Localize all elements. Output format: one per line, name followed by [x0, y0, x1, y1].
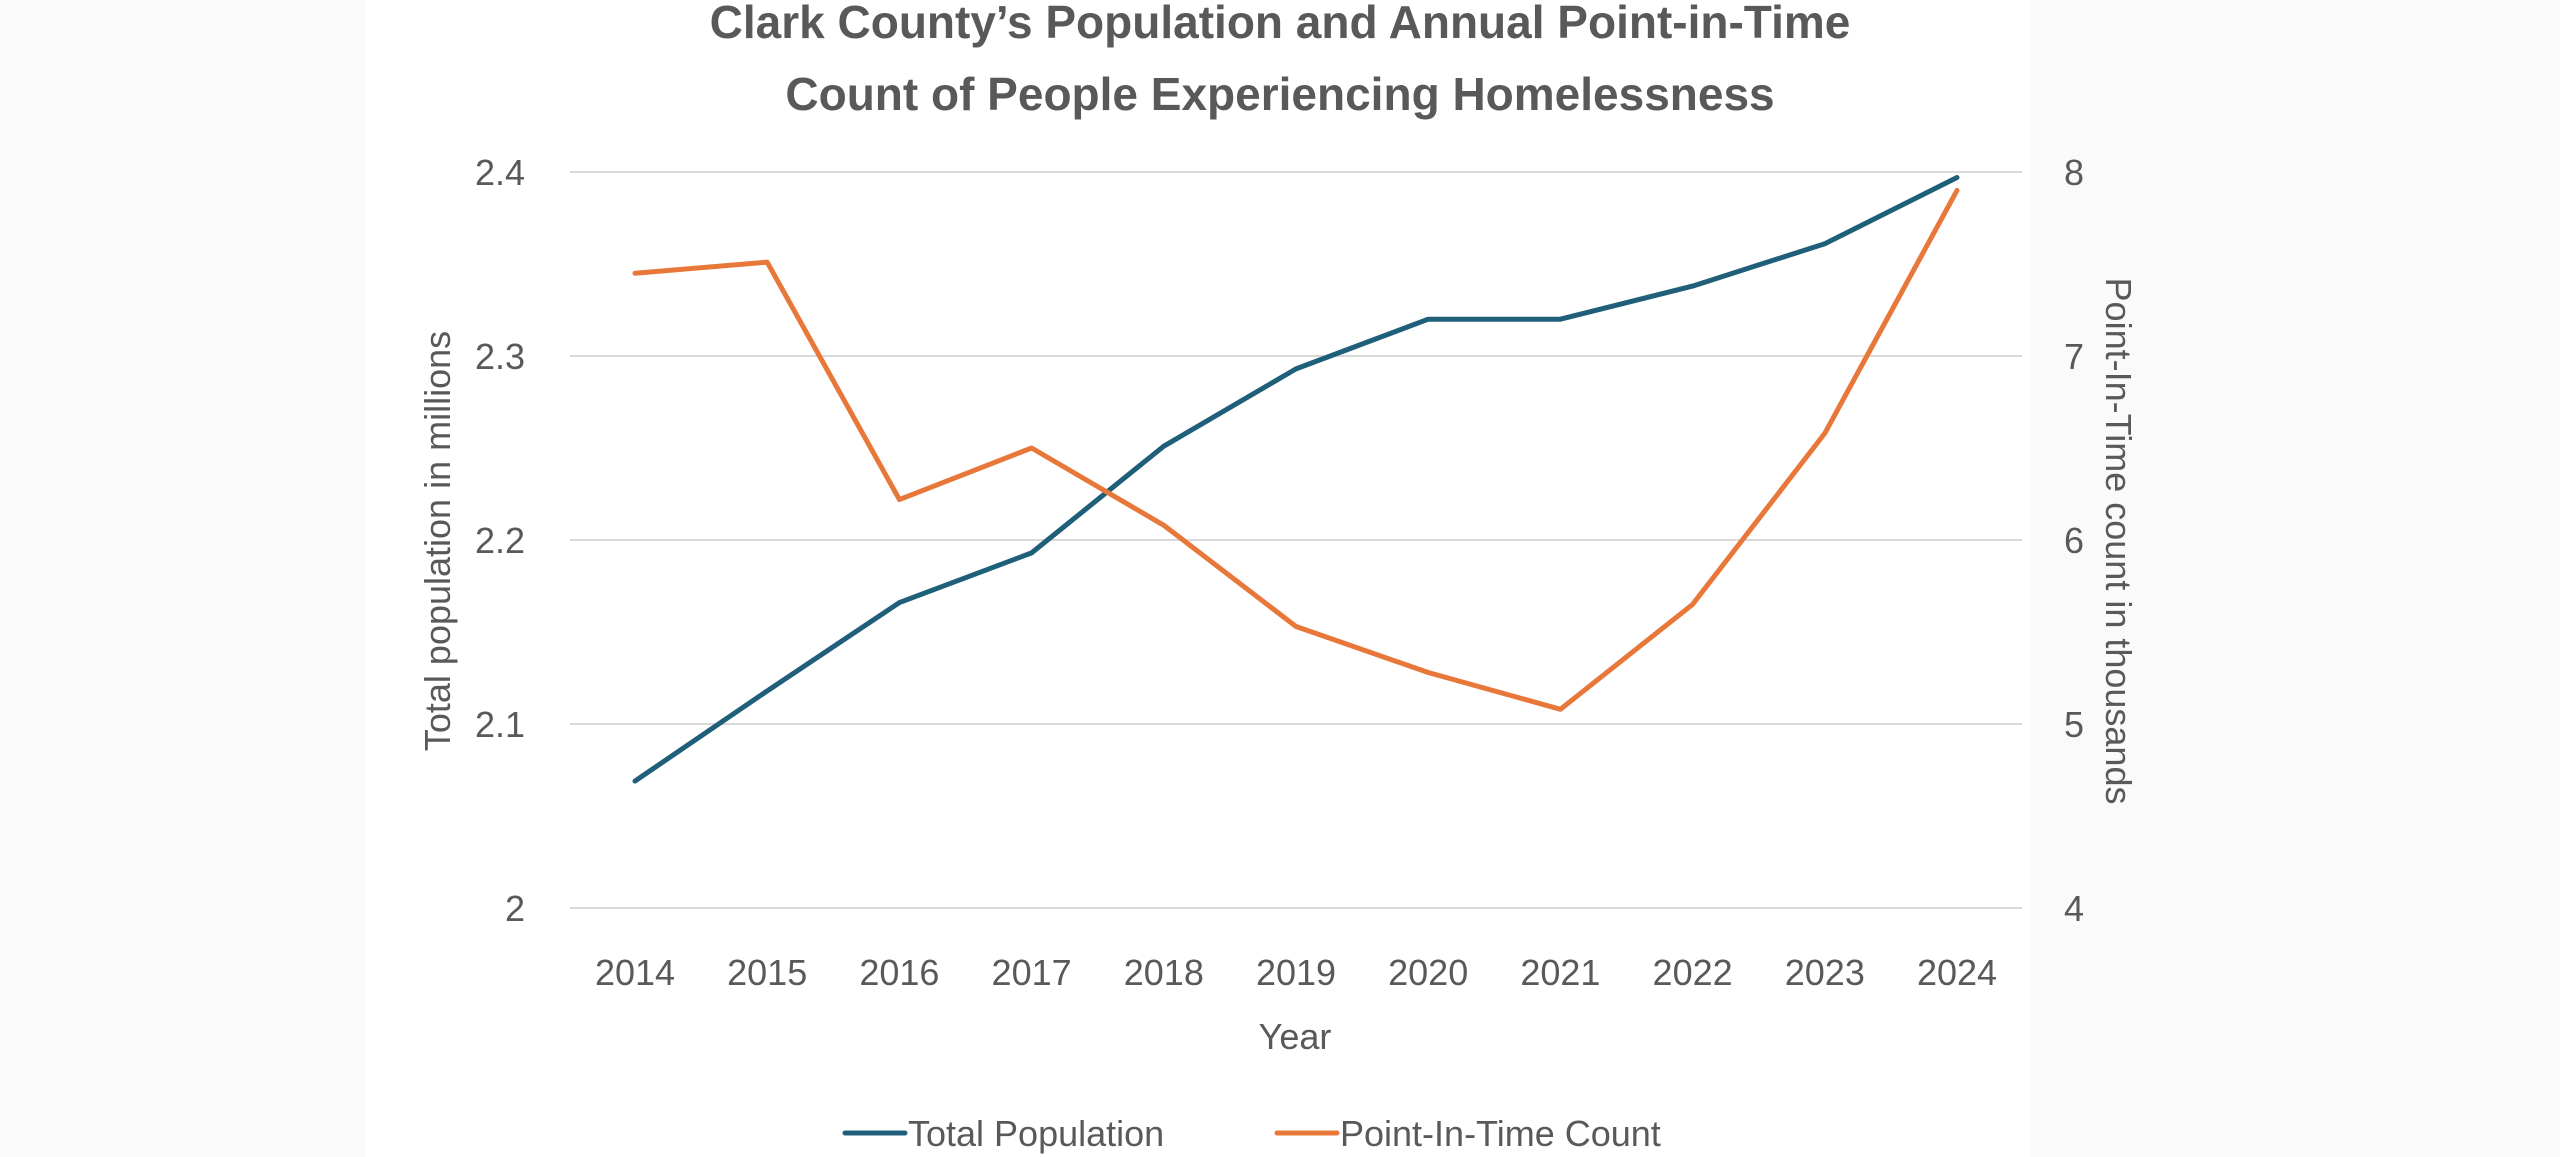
chart-panel [365, 0, 2030, 1157]
x-tick-label: 2015 [727, 952, 807, 993]
right-tick-label: 4 [2064, 888, 2084, 929]
x-tick-label: 2022 [1653, 952, 1733, 993]
left-tick-label: 2.2 [475, 520, 525, 561]
series-lines [632, 175, 1960, 784]
chart-title-line-2: Count of People Experiencing Homelessnes… [785, 68, 1774, 120]
right-axis-title: Point-In-Time count in thousands [2098, 278, 2139, 805]
x-axis-ticks: 2014 2015 2016 2017 2018 2019 2020 2021 2022 2023… [595, 952, 1997, 993]
x-tick-label: 2021 [1520, 952, 1600, 993]
x-tick-label: 2018 [1124, 952, 1204, 993]
right-tick-label: 7 [2064, 336, 2084, 377]
legend-label-total-population: Total Population [908, 1113, 1164, 1154]
left-tick-label: 2.4 [475, 152, 525, 193]
right-axis-ticks: 4 5 6 7 8 [2064, 152, 2084, 929]
x-tick-label: 2024 [1917, 952, 1997, 993]
x-tick-label: 2019 [1256, 952, 1336, 993]
right-tick-label: 5 [2064, 704, 2084, 745]
chart-title-line-1: Clark County’s Population and Annual Poi… [710, 0, 1851, 48]
legend: Total Population Point-In-Time Count [842, 1113, 1661, 1154]
left-tick-label: 2.1 [475, 704, 525, 745]
left-tick-label: 2 [505, 888, 525, 929]
x-tick-label: 2016 [859, 952, 939, 993]
left-axis-ticks: 2 2.1 2.2 2.3 2.4 [475, 152, 525, 929]
series-line-total-population [632, 175, 1960, 784]
right-tick-label: 8 [2064, 152, 2084, 193]
series-line-point-in-time-count [632, 187, 1960, 712]
left-axis-title: Total population in millions [417, 331, 458, 751]
x-tick-label: 2014 [595, 952, 675, 993]
gridlines [570, 171, 2022, 909]
right-tick-label: 6 [2064, 520, 2084, 561]
x-tick-label: 2023 [1785, 952, 1865, 993]
x-tick-label: 2020 [1388, 952, 1468, 993]
x-axis-title: Year [1259, 1016, 1332, 1057]
x-tick-label: 2017 [992, 952, 1072, 993]
left-tick-label: 2.3 [475, 336, 525, 377]
legend-label-point-in-time-count: Point-In-Time Count [1340, 1113, 1661, 1154]
